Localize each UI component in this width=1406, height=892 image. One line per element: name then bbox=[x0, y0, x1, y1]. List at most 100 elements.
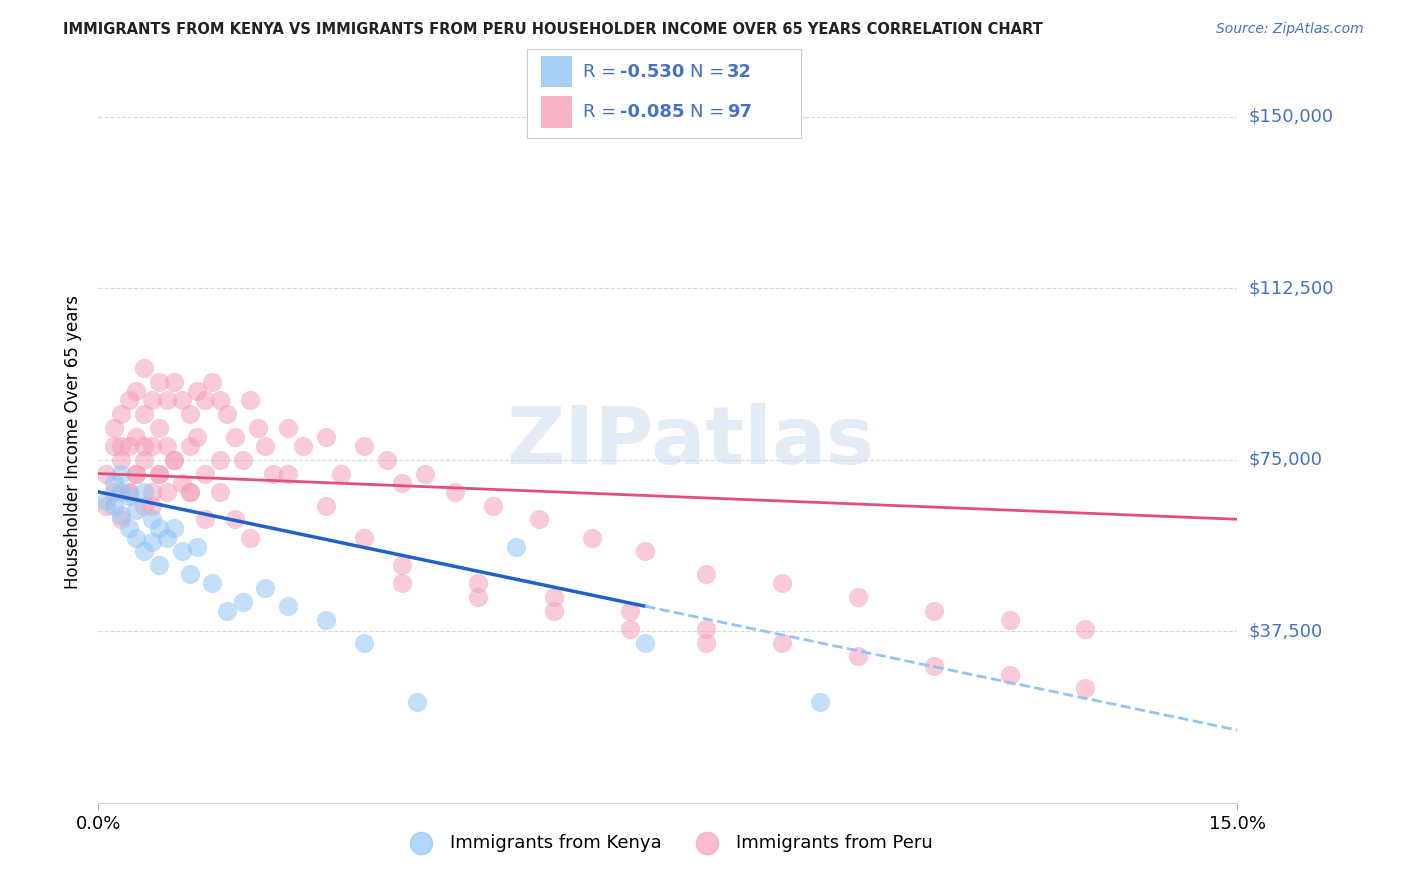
Text: -0.085: -0.085 bbox=[620, 103, 685, 121]
Text: R =: R = bbox=[583, 103, 623, 121]
Point bbox=[208, 484, 231, 499]
Point bbox=[208, 453, 231, 467]
Text: N =: N = bbox=[690, 63, 730, 81]
Point bbox=[505, 540, 527, 554]
Point bbox=[141, 512, 163, 526]
Point bbox=[315, 613, 337, 627]
Point bbox=[467, 576, 489, 591]
Y-axis label: Householder Income Over 65 years: Householder Income Over 65 years bbox=[65, 294, 83, 589]
Text: $37,500: $37,500 bbox=[1249, 623, 1323, 640]
Point bbox=[208, 393, 231, 408]
Point bbox=[170, 393, 193, 408]
Point bbox=[163, 453, 186, 467]
Point bbox=[194, 393, 217, 408]
Point bbox=[224, 430, 246, 444]
Point bbox=[353, 439, 375, 453]
Point bbox=[110, 453, 132, 467]
Point bbox=[543, 590, 565, 604]
Point bbox=[695, 567, 717, 582]
Point bbox=[118, 521, 141, 535]
Point bbox=[770, 636, 793, 650]
Point bbox=[277, 467, 299, 481]
Point bbox=[998, 613, 1021, 627]
Point bbox=[132, 361, 155, 376]
Point bbox=[141, 393, 163, 408]
Point bbox=[375, 453, 398, 467]
Point bbox=[413, 467, 436, 481]
Point bbox=[156, 484, 179, 499]
Point bbox=[262, 467, 284, 481]
Text: Source: ZipAtlas.com: Source: ZipAtlas.com bbox=[1216, 22, 1364, 37]
Point bbox=[254, 439, 277, 453]
Point bbox=[132, 484, 155, 499]
Point bbox=[391, 576, 413, 591]
Point bbox=[170, 544, 193, 558]
Point bbox=[634, 636, 657, 650]
Point bbox=[110, 512, 132, 526]
Point bbox=[103, 475, 125, 490]
Point bbox=[141, 484, 163, 499]
Point bbox=[125, 503, 148, 517]
Point bbox=[125, 384, 148, 399]
Point bbox=[163, 521, 186, 535]
Point bbox=[353, 531, 375, 545]
Point bbox=[467, 590, 489, 604]
Point bbox=[186, 430, 208, 444]
Text: ZIPatlas: ZIPatlas bbox=[506, 402, 875, 481]
Point bbox=[148, 521, 170, 535]
Point bbox=[695, 622, 717, 636]
Point bbox=[103, 484, 125, 499]
Text: -0.530: -0.530 bbox=[620, 63, 685, 81]
Text: $75,000: $75,000 bbox=[1249, 450, 1323, 469]
Point bbox=[132, 453, 155, 467]
Point bbox=[125, 430, 148, 444]
Text: N =: N = bbox=[690, 103, 730, 121]
Point bbox=[179, 484, 201, 499]
Point bbox=[846, 590, 869, 604]
Point bbox=[224, 512, 246, 526]
Point bbox=[391, 558, 413, 572]
Point bbox=[695, 636, 717, 650]
Point bbox=[103, 439, 125, 453]
Point bbox=[141, 439, 163, 453]
Point bbox=[148, 467, 170, 481]
Point bbox=[217, 604, 239, 618]
Point bbox=[94, 467, 117, 481]
Point bbox=[118, 439, 141, 453]
Point bbox=[179, 439, 201, 453]
Point bbox=[110, 407, 132, 421]
Point bbox=[846, 649, 869, 664]
Point bbox=[239, 393, 262, 408]
Point bbox=[141, 535, 163, 549]
Point bbox=[110, 508, 132, 522]
Point bbox=[170, 475, 193, 490]
Point bbox=[194, 512, 217, 526]
Point bbox=[330, 467, 353, 481]
Point bbox=[581, 531, 603, 545]
Text: IMMIGRANTS FROM KENYA VS IMMIGRANTS FROM PERU HOUSEHOLDER INCOME OVER 65 YEARS C: IMMIGRANTS FROM KENYA VS IMMIGRANTS FROM… bbox=[63, 22, 1043, 37]
Point bbox=[110, 467, 132, 481]
Text: $112,500: $112,500 bbox=[1249, 279, 1334, 297]
Point bbox=[634, 544, 657, 558]
Point bbox=[125, 467, 148, 481]
Point bbox=[232, 453, 254, 467]
Point bbox=[156, 393, 179, 408]
Point bbox=[156, 531, 179, 545]
Point bbox=[118, 490, 141, 504]
Text: 32: 32 bbox=[727, 63, 752, 81]
Point bbox=[1074, 681, 1097, 696]
Point bbox=[998, 667, 1021, 681]
Point bbox=[277, 599, 299, 614]
Point bbox=[482, 499, 505, 513]
Point bbox=[125, 467, 148, 481]
Point bbox=[391, 475, 413, 490]
Point bbox=[315, 499, 337, 513]
Point bbox=[156, 439, 179, 453]
Point bbox=[922, 604, 945, 618]
Point bbox=[179, 407, 201, 421]
Point bbox=[118, 393, 141, 408]
Point bbox=[619, 604, 641, 618]
Point bbox=[619, 622, 641, 636]
Legend: Immigrants from Kenya, Immigrants from Peru: Immigrants from Kenya, Immigrants from P… bbox=[396, 826, 939, 859]
Point bbox=[110, 439, 132, 453]
